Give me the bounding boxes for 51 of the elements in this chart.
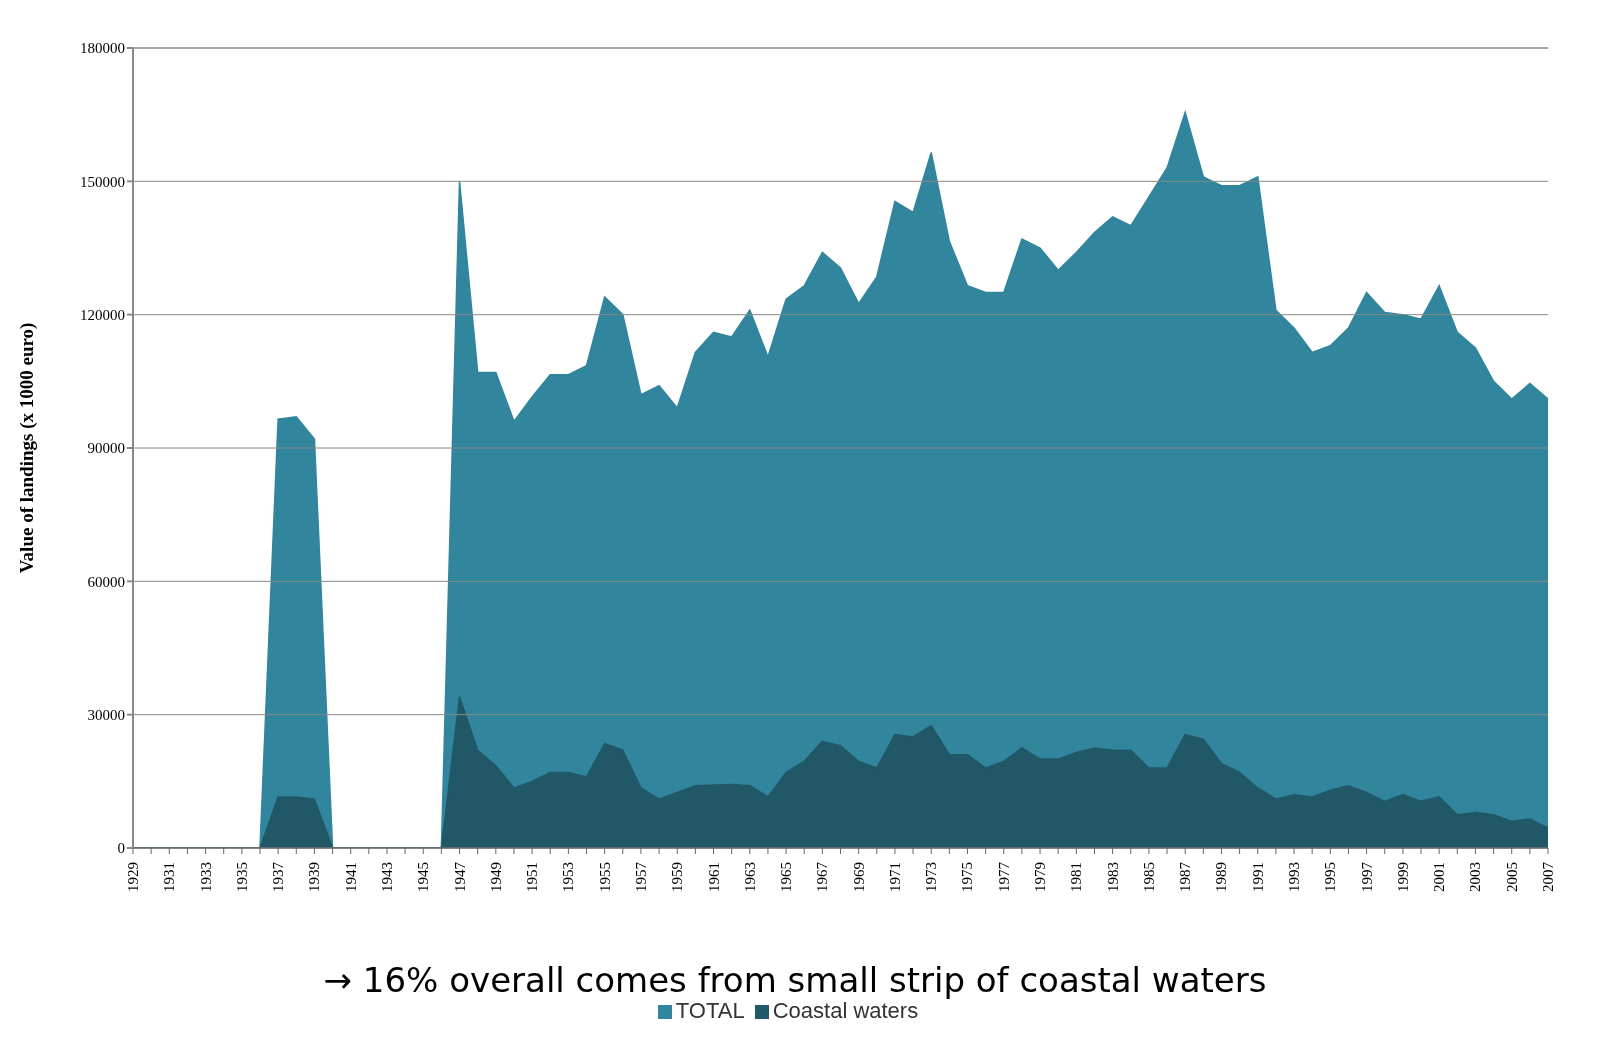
x-tick-label: 1947 — [451, 861, 468, 892]
x-tick-label: 1995 — [1322, 862, 1339, 892]
y-tick-label: 0 — [117, 840, 125, 857]
x-tick-label: 1941 — [342, 862, 359, 892]
x-tick-label: 1985 — [1140, 862, 1157, 892]
x-tick-label: 1981 — [1068, 862, 1085, 892]
x-tick-label: 1945 — [415, 862, 432, 892]
x-tick-label: 1929 — [125, 862, 141, 892]
x-tick-label: 1953 — [560, 862, 577, 892]
x-tick-label: 1989 — [1213, 862, 1230, 892]
y-tick-label: 30000 — [87, 706, 125, 723]
x-tick-label: 1961 — [705, 862, 722, 892]
x-tick-label: 1937 — [270, 861, 287, 892]
x-tick-label: 2003 — [1467, 862, 1484, 892]
x-tick-label: 1933 — [197, 862, 214, 892]
x-tick-label: 1993 — [1286, 862, 1303, 892]
x-tick-label: 1965 — [778, 862, 795, 892]
y-axis-title: Value of landings (x 1000 euro) — [15, 322, 38, 574]
legend-label: Coastal waters — [772, 998, 919, 1023]
x-tick-label: 1935 — [233, 862, 250, 892]
x-tick-label: 1979 — [1032, 862, 1049, 892]
x-tick-label: 1939 — [306, 862, 323, 892]
x-tick-label: 1975 — [959, 862, 976, 892]
x-tick-label: 1949 — [487, 862, 504, 892]
x-tick-label: 1999 — [1394, 862, 1411, 892]
x-tick-label: 1969 — [850, 862, 867, 892]
y-tick-label: 60000 — [87, 573, 125, 590]
x-tick-label: 1991 — [1249, 862, 1266, 892]
x-tick-label: 2001 — [1431, 862, 1448, 892]
x-tick-label: 1967 — [814, 861, 831, 892]
x-tick-label: 1973 — [923, 862, 940, 892]
legend-label: TOTAL — [675, 998, 745, 1023]
x-tick-label: 1957 — [632, 861, 649, 892]
x-tick-label: 1931 — [161, 862, 178, 892]
text: → 16% overall comes from small strip of coastal waters — [322, 960, 1268, 1000]
x-tick-label: 1943 — [378, 862, 395, 892]
x-tick-label: 1983 — [1104, 862, 1121, 892]
x-tick-label: 2007 — [1540, 861, 1556, 892]
x-tick-label: 1951 — [524, 862, 541, 892]
x-tick-label: 1997 — [1358, 861, 1375, 892]
y-tick-label: 180000 — [80, 40, 125, 57]
y-tick-label: 120000 — [80, 306, 125, 323]
x-tick-label: 1963 — [741, 862, 758, 892]
x-tick-label: 1971 — [886, 862, 903, 892]
x-tick-label: 1959 — [669, 862, 686, 892]
y-tick-label: 90000 — [87, 440, 125, 457]
x-tick-label: 1987 — [1177, 861, 1194, 892]
x-tick-label: 1955 — [596, 862, 613, 892]
x-tick-label: 2005 — [1503, 862, 1520, 892]
y-tick-label: 150000 — [80, 173, 125, 190]
x-tick-label: 1977 — [995, 861, 1012, 892]
